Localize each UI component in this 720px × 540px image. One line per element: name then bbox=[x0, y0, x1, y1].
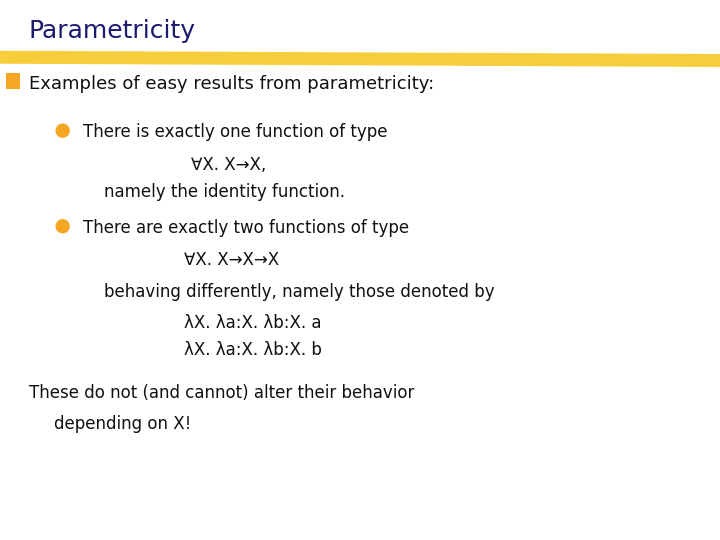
Text: There are exactly two functions of type: There are exactly two functions of type bbox=[83, 219, 409, 237]
Text: Parametricity: Parametricity bbox=[29, 19, 196, 43]
Text: λX. λa:X. λb:X. b: λX. λa:X. λb:X. b bbox=[184, 341, 321, 359]
Text: Examples of easy results from parametricity:: Examples of easy results from parametric… bbox=[29, 75, 434, 93]
Text: behaving differently, namely those denoted by: behaving differently, namely those denot… bbox=[104, 282, 495, 301]
Text: There is exactly one function of type: There is exactly one function of type bbox=[83, 123, 387, 141]
Text: ∀X. X→X→X: ∀X. X→X→X bbox=[184, 251, 279, 269]
Polygon shape bbox=[0, 51, 720, 67]
Ellipse shape bbox=[56, 124, 69, 137]
Text: namely the identity function.: namely the identity function. bbox=[104, 183, 346, 201]
Ellipse shape bbox=[56, 220, 69, 233]
Text: These do not (and cannot) alter their behavior: These do not (and cannot) alter their be… bbox=[29, 384, 414, 402]
Text: ∀X. X→X,: ∀X. X→X, bbox=[191, 156, 266, 174]
FancyBboxPatch shape bbox=[6, 73, 20, 89]
Text: depending on X!: depending on X! bbox=[54, 415, 192, 433]
Text: λX. λa:X. λb:X. a: λX. λa:X. λb:X. a bbox=[184, 314, 321, 332]
